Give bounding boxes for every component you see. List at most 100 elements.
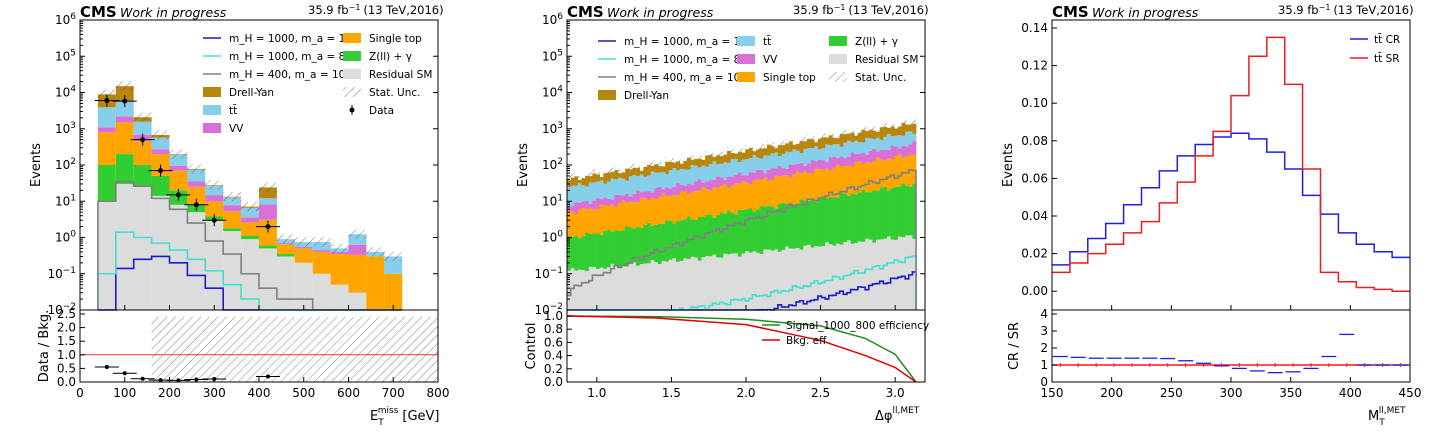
x-tick-label: 300 <box>203 386 226 400</box>
lumi-value: 35.9 fb−1(13 TeV,2016) <box>793 3 929 17</box>
legend-label: tt̄ <box>229 104 237 117</box>
stat-unc-band <box>647 161 651 165</box>
x-tick-label: 400 <box>1339 386 1362 400</box>
stack-bar-zll_gamma <box>716 215 720 257</box>
stat-unc-band <box>869 126 873 130</box>
stack-bar-zll_gamma <box>611 232 615 264</box>
stack-bar-residual <box>574 271 578 310</box>
stat-unc-band <box>625 164 629 168</box>
stack-bar-zll_gamma <box>622 230 626 265</box>
cms-label: CMS <box>567 3 604 21</box>
stack-bar-vv <box>313 250 331 252</box>
stack-bar-zll_gamma <box>902 183 906 237</box>
stack-bar-residual <box>778 252 782 310</box>
y-tick-label: 0.12 <box>1021 59 1048 73</box>
stack-bar-residual <box>891 240 895 310</box>
stack-bar-ttbar <box>578 183 582 203</box>
stack-bar-zll_gamma <box>734 214 738 253</box>
stack-bar-vv <box>792 165 796 175</box>
stack-bar-zll_gamma <box>647 223 651 264</box>
stat-unc-band <box>643 163 647 167</box>
stat-unc-band <box>832 134 836 138</box>
status-label: Work in progress <box>607 5 714 20</box>
stack-bar-single_top <box>763 178 767 207</box>
stack-bar-vv <box>752 172 756 180</box>
stack-bar-vv <box>241 217 259 222</box>
stack-bar-residual <box>883 239 887 310</box>
stack-bar-drell_yan <box>785 143 789 151</box>
stack-bar-residual <box>680 261 684 310</box>
stack-bar-ttbar <box>912 134 916 142</box>
legend-swatch <box>598 90 616 100</box>
stack-bar-drell_yan <box>712 157 716 161</box>
mt-main-frame <box>1052 20 1410 310</box>
stat-unc-band <box>865 127 869 131</box>
stat-unc-band <box>716 151 720 155</box>
stack-bar-ttbar <box>640 174 644 192</box>
stack-bar-drell_yan <box>745 149 749 159</box>
stack-bar-single_top <box>807 173 811 201</box>
stat-unc-band <box>822 133 826 137</box>
stat-unc-band <box>589 172 593 176</box>
stack-bar-residual <box>789 249 793 310</box>
stack-bar-residual <box>738 257 742 310</box>
ratio-y-tick-label: 0 <box>1040 375 1048 389</box>
stack-bar-drell_yan <box>782 145 786 154</box>
stack-bar-drell_yan <box>600 177 604 180</box>
stat-unc-band <box>295 237 313 246</box>
stack-bar-ttbar <box>683 169 687 185</box>
ratio-y-tick-label: 2.5 <box>57 307 76 321</box>
ratio-y-tick-label: 4 <box>1040 307 1048 321</box>
stack-bar-single_top <box>712 187 716 217</box>
legend-label: tt̄ CR <box>1374 33 1400 46</box>
stack-bar-vv <box>295 247 313 249</box>
stack-bar-ttbar <box>618 178 622 195</box>
y-tick-label: 105 <box>55 48 76 63</box>
stack-bar-drell_yan <box>872 131 876 139</box>
stack-bar-zll_gamma <box>818 198 822 247</box>
stack-bar-vv <box>796 164 800 172</box>
stat-unc-band <box>687 154 691 158</box>
stack-bar-single_top <box>636 202 640 226</box>
stack-bar-zll_gamma <box>891 188 895 240</box>
stack-bar-residual <box>756 253 760 310</box>
stat-unc-band <box>763 144 767 148</box>
stack-bar-single_top <box>665 196 669 220</box>
stack-bar-vv <box>680 185 684 192</box>
stack-bar-ttbar <box>894 135 898 146</box>
stack-bar-residual <box>876 240 880 310</box>
legend-label: tt̄ SR <box>1374 52 1400 65</box>
stat-unc-band <box>905 120 909 124</box>
stack-bar-residual <box>792 248 796 310</box>
stat-unc-band <box>814 138 818 142</box>
ratio-y-tick-label: 0.8 <box>544 322 563 336</box>
stack-bar-zll_gamma <box>905 186 909 236</box>
stack-bar-zll_gamma <box>887 190 891 236</box>
stack-bar-single_top <box>814 169 818 202</box>
legend-label: m_H = 1000, m_a = 800 <box>229 51 359 63</box>
stack-bar-ttbar <box>643 177 647 192</box>
stack-bar-vv <box>603 197 607 205</box>
stack-bar-ttbar <box>705 167 709 182</box>
stack-bar-ttbar <box>749 158 753 172</box>
ratio-y-tick-label: 0.5 <box>57 361 76 375</box>
stack-bar-zll_gamma <box>676 221 680 262</box>
stack-bar-zll_gamma <box>658 224 662 264</box>
stack-bar-zll_gamma <box>709 214 713 256</box>
stack-bar-single_top <box>822 170 826 196</box>
stack-bar-single_top <box>600 205 604 235</box>
stack-bar-zll_gamma <box>607 229 611 267</box>
stack-bar-vv <box>862 153 866 164</box>
stat-unc-band <box>592 169 596 173</box>
x-tick-label: 800 <box>427 386 450 400</box>
stack-bar-single_top <box>622 201 626 230</box>
series-step-sr <box>1052 37 1410 291</box>
stack-bar-ttbar <box>898 135 902 148</box>
stack-bar-drell_yan <box>571 178 575 186</box>
stack-bar-drell_yan <box>738 152 742 162</box>
stack-bar-single_top <box>778 176 782 203</box>
y-tick-label: 0.08 <box>1021 134 1048 148</box>
stack-bar-drell_yan <box>629 169 633 176</box>
